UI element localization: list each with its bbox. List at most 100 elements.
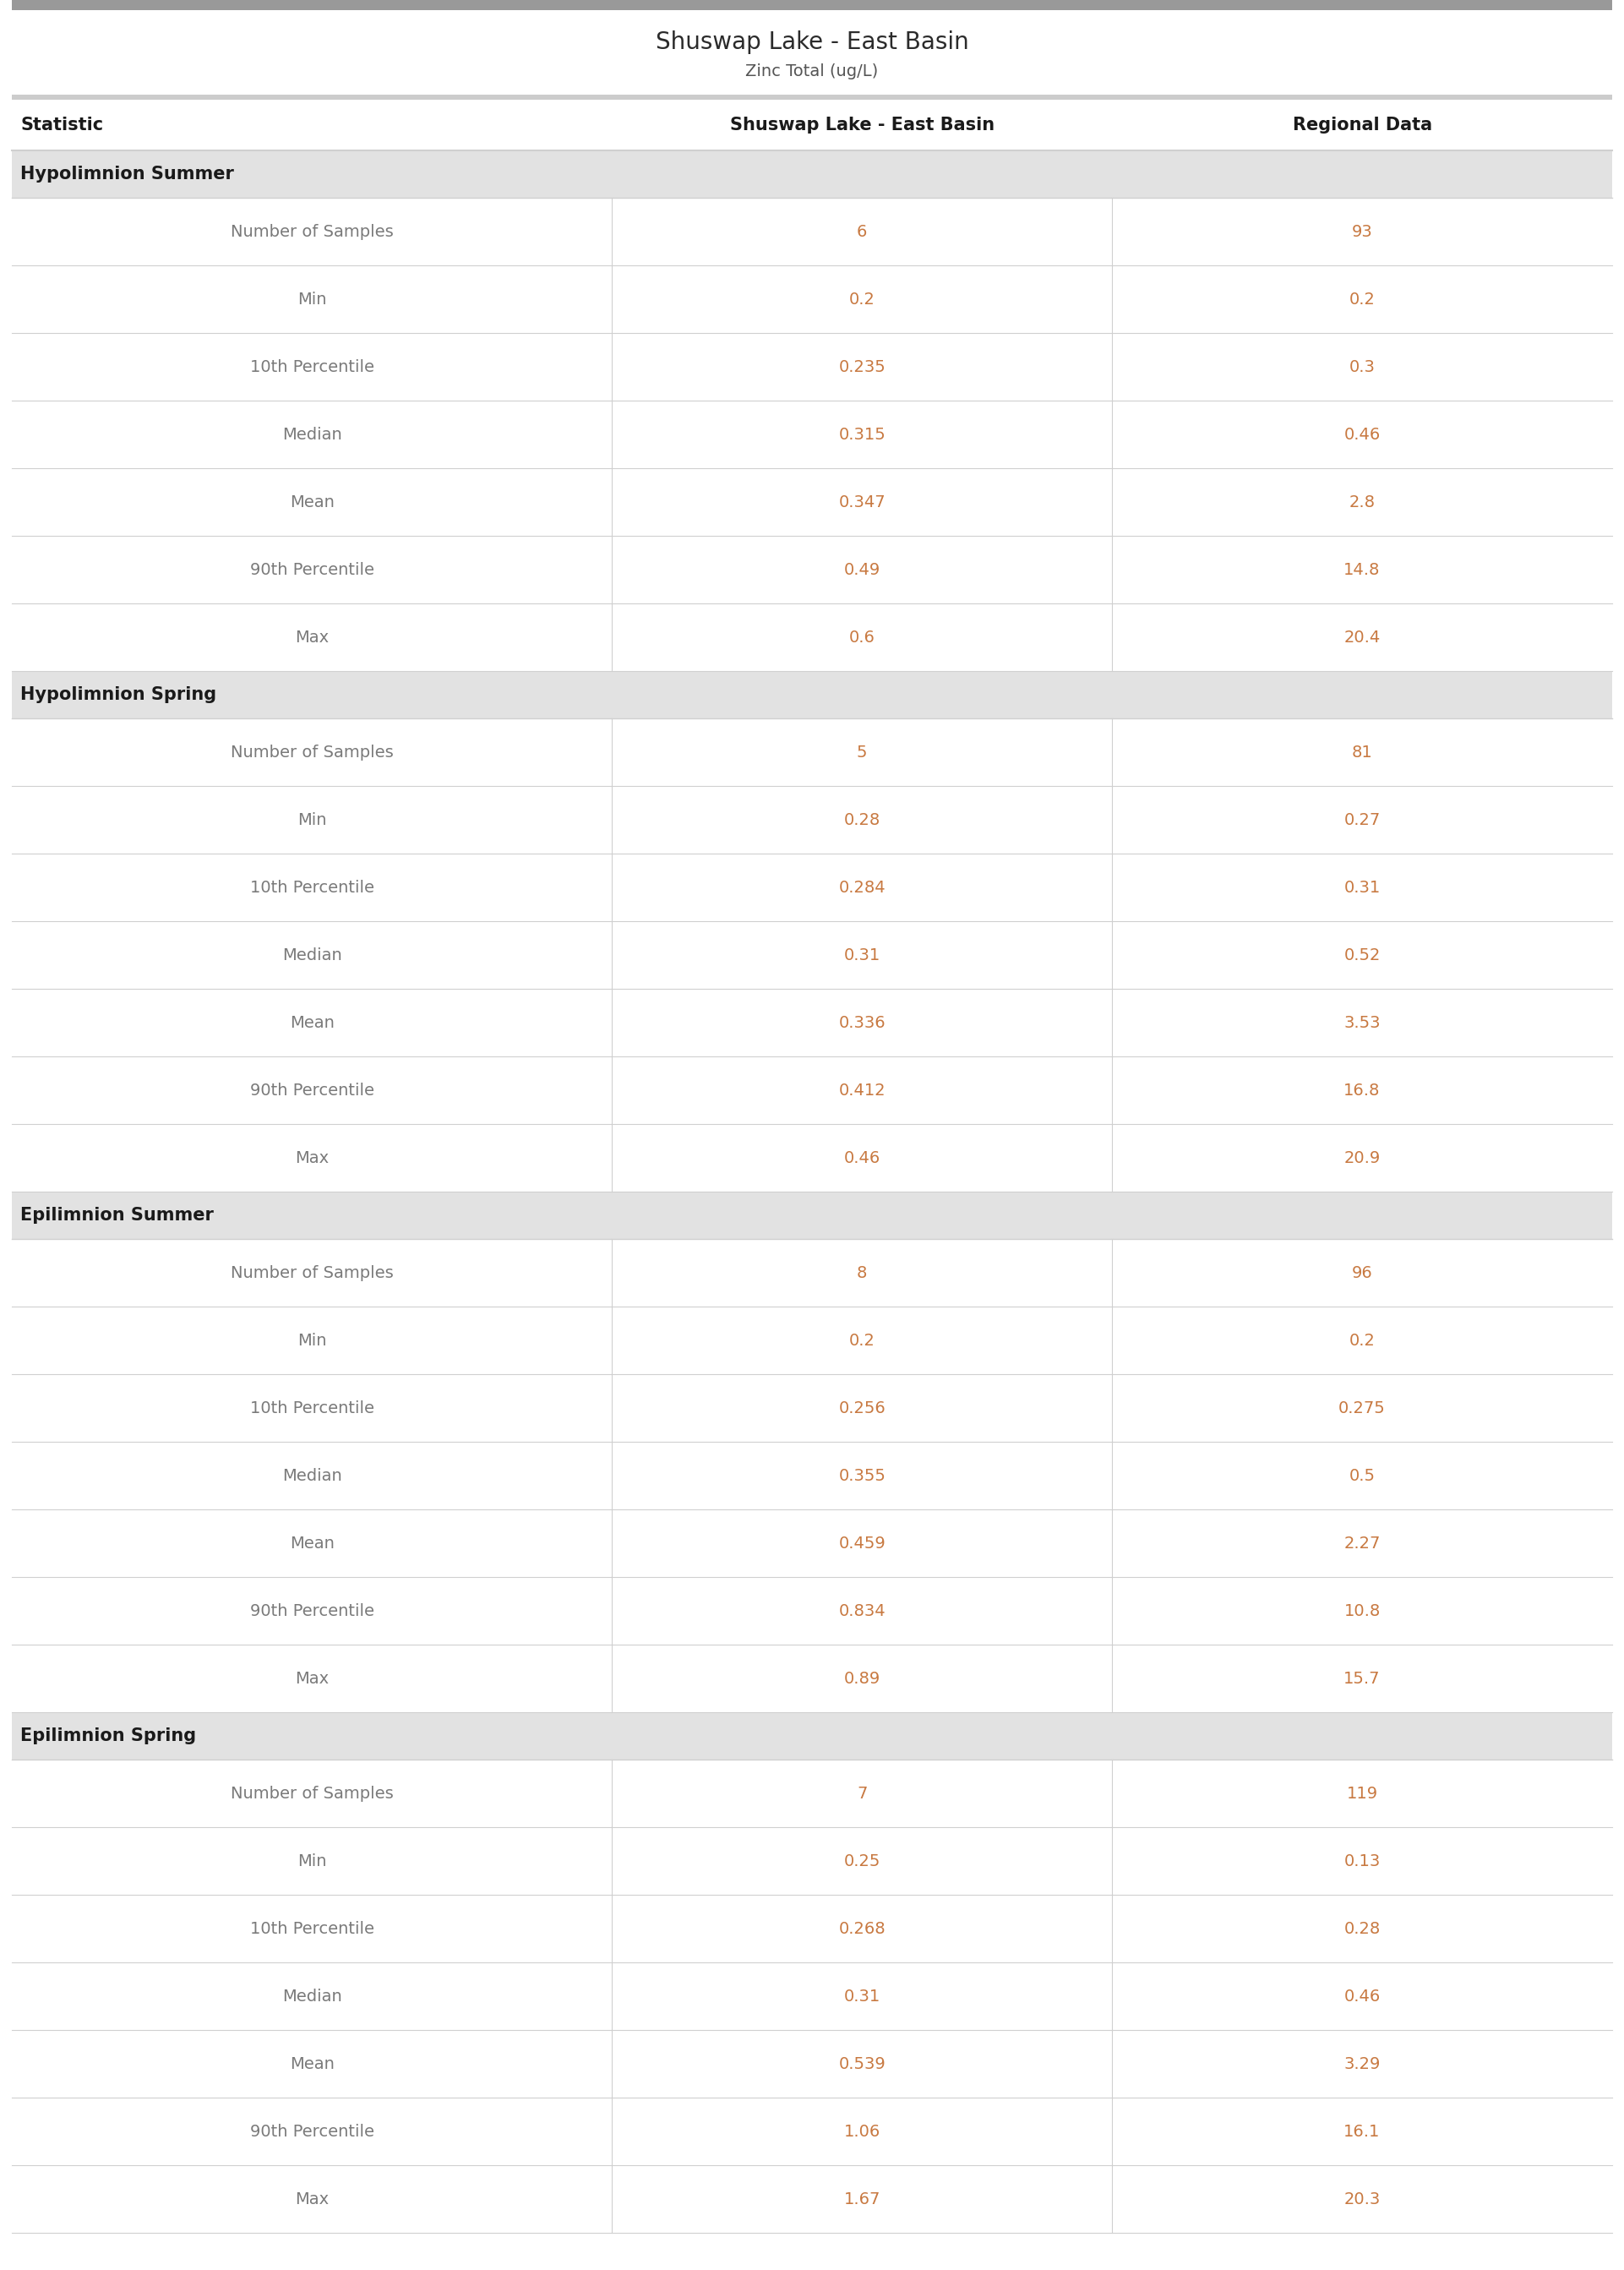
Text: Mean: Mean (289, 1015, 335, 1031)
Bar (11, 150, 1613, 197)
Text: 0.284: 0.284 (838, 878, 885, 894)
Bar (11, 197, 1613, 266)
Text: 0.6: 0.6 (849, 629, 875, 645)
Text: Median: Median (283, 947, 341, 962)
Text: 10th Percentile: 10th Percentile (250, 878, 374, 894)
Text: Median: Median (283, 1989, 341, 2004)
Text: 119: 119 (1346, 1784, 1377, 1802)
Text: 2.27: 2.27 (1343, 1535, 1380, 1550)
Text: 10th Percentile: 10th Percentile (250, 1401, 374, 1416)
Text: Number of Samples: Number of Samples (231, 1264, 393, 1280)
Text: 0.256: 0.256 (838, 1401, 885, 1416)
Text: Mean: Mean (289, 1535, 335, 1550)
Text: 93: 93 (1351, 222, 1372, 241)
Bar (11, 334, 1613, 400)
Text: 10th Percentile: 10th Percentile (250, 359, 374, 375)
Text: 0.52: 0.52 (1343, 947, 1380, 962)
Text: 0.336: 0.336 (838, 1015, 885, 1031)
Bar (11, 1056, 1613, 1124)
Text: Number of Samples: Number of Samples (231, 745, 393, 760)
Text: Hypolimnion Summer: Hypolimnion Summer (19, 166, 234, 182)
Text: Max: Max (296, 629, 328, 645)
Bar (11, 1373, 1613, 1441)
Bar (11, 717, 1613, 785)
Bar (11, 2166, 1613, 2234)
Bar (11, 854, 1613, 922)
Text: Shuswap Lake - East Basin: Shuswap Lake - East Basin (656, 30, 968, 54)
Text: 3.53: 3.53 (1343, 1015, 1380, 1031)
Text: 20.4: 20.4 (1343, 629, 1380, 645)
Text: Max: Max (296, 1671, 328, 1687)
Text: Max: Max (296, 1151, 328, 1167)
Text: 0.31: 0.31 (844, 1989, 880, 2004)
Text: 3.29: 3.29 (1343, 2057, 1380, 2073)
Text: Min: Min (297, 813, 326, 829)
Text: 0.89: 0.89 (844, 1671, 880, 1687)
Bar (11, 468, 1613, 536)
Bar (11, 1510, 1613, 1578)
Text: 0.347: 0.347 (838, 495, 885, 511)
Bar (11, 2097, 1613, 2166)
Text: Regional Data: Regional Data (1293, 116, 1432, 134)
Bar (11, 1441, 1613, 1510)
Bar (11, 2029, 1613, 2097)
Text: 20.3: 20.3 (1343, 2191, 1380, 2206)
Text: 0.2: 0.2 (1350, 291, 1376, 306)
Bar (11, 1578, 1613, 1643)
Text: 0.27: 0.27 (1343, 813, 1380, 829)
Text: 0.268: 0.268 (838, 1920, 885, 1936)
Text: Max: Max (296, 2191, 328, 2206)
Text: 0.2: 0.2 (1350, 1332, 1376, 1348)
Text: Statistic: Statistic (19, 116, 104, 134)
Bar (11, 785, 1613, 854)
Text: 90th Percentile: 90th Percentile (250, 561, 374, 577)
Text: Median: Median (283, 427, 341, 443)
Text: 90th Percentile: 90th Percentile (250, 2122, 374, 2138)
Text: Shuswap Lake - East Basin: Shuswap Lake - East Basin (729, 116, 994, 134)
Text: 0.28: 0.28 (844, 813, 880, 829)
Bar (11, 1643, 1613, 1712)
Text: Hypolimnion Spring: Hypolimnion Spring (19, 686, 216, 704)
Text: 0.46: 0.46 (1343, 427, 1380, 443)
Bar (11, 1895, 1613, 1961)
Text: 0.539: 0.539 (838, 2057, 885, 2073)
Text: 0.31: 0.31 (844, 947, 880, 962)
Text: 0.834: 0.834 (838, 1603, 885, 1619)
Text: 0.315: 0.315 (838, 427, 885, 443)
Text: 16.1: 16.1 (1343, 2122, 1380, 2138)
Text: 0.28: 0.28 (1343, 1920, 1380, 1936)
Text: 20.9: 20.9 (1343, 1151, 1380, 1167)
Text: Epilimnion Summer: Epilimnion Summer (19, 1208, 214, 1224)
Text: 0.46: 0.46 (1343, 1989, 1380, 2004)
Bar (11, 0, 1613, 9)
Text: 10.8: 10.8 (1343, 1603, 1380, 1619)
Text: 6: 6 (857, 222, 867, 241)
Text: Number of Samples: Number of Samples (231, 222, 393, 241)
Bar (11, 536, 1613, 604)
Bar (11, 1124, 1613, 1192)
Text: Min: Min (297, 1852, 326, 1868)
Text: 96: 96 (1351, 1264, 1372, 1280)
Bar (11, 100, 1613, 150)
Text: Zinc Total (ug/L): Zinc Total (ug/L) (745, 64, 879, 79)
Text: 0.275: 0.275 (1338, 1401, 1385, 1416)
Text: 0.25: 0.25 (844, 1852, 880, 1868)
Text: 0.46: 0.46 (844, 1151, 880, 1167)
Text: 0.2: 0.2 (849, 291, 875, 306)
Text: 15.7: 15.7 (1343, 1671, 1380, 1687)
Text: 1.06: 1.06 (844, 2122, 880, 2138)
Text: Min: Min (297, 1332, 326, 1348)
Text: 5: 5 (857, 745, 867, 760)
Text: 2.8: 2.8 (1350, 495, 1376, 511)
Text: Median: Median (283, 1469, 341, 1485)
Text: 0.459: 0.459 (838, 1535, 885, 1550)
Text: 0.355: 0.355 (838, 1469, 885, 1485)
Bar (11, 990, 1613, 1056)
Bar (11, 604, 1613, 672)
Bar (11, 9, 1613, 95)
Bar (11, 1961, 1613, 2029)
Text: 0.235: 0.235 (838, 359, 885, 375)
Bar (11, 1712, 1613, 1759)
Text: 16.8: 16.8 (1343, 1083, 1380, 1099)
Text: 1.67: 1.67 (844, 2191, 880, 2206)
